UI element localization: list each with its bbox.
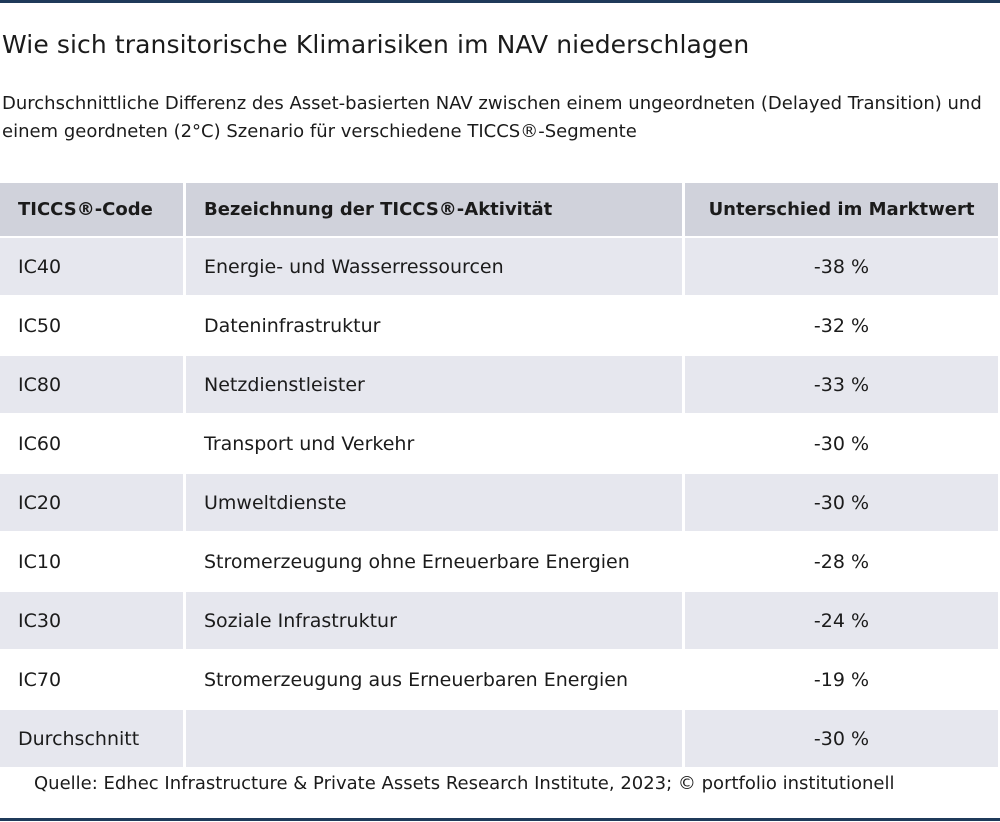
cell-market-value-diff: -19 % [685,651,998,710]
cell-code: Durchschnitt [0,710,186,769]
cell-activity: Stromerzeugung aus Erneuerbaren Energien [186,651,685,710]
cell-code: IC70 [0,651,186,710]
header-market-value-diff: Unterschied im Marktwert [685,183,998,238]
cell-code: IC10 [0,533,186,592]
cell-activity: Umweltdienste [186,474,685,533]
top-rule [0,0,1000,3]
header-code: TICCS®-Code [0,183,186,238]
cell-activity: Stromerzeugung ohne Erneuerbare Energien [186,533,685,592]
table-row: Durchschnitt -30 % [0,710,998,769]
data-table: TICCS®-Code Bezeichnung der TICCS®-Aktiv… [0,183,998,769]
chart-title: Wie sich transitorische Klimarisiken im … [2,30,750,59]
table-row: IC50 Dateninfrastruktur -32 % [0,297,998,356]
cell-activity: Netzdienstleister [186,356,685,415]
cell-market-value-diff: -30 % [685,415,998,474]
cell-market-value-diff: -30 % [685,474,998,533]
cell-market-value-diff: -24 % [685,592,998,651]
table-row: IC10 Stromerzeugung ohne Erneuerbare Ener… [0,533,998,592]
cell-code: IC50 [0,297,186,356]
table-row: IC70 Stromerzeugung aus Erneuerbaren Ener… [0,651,998,710]
cell-activity [186,710,685,769]
cell-activity: Soziale Infrastruktur [186,592,685,651]
cell-market-value-diff: -32 % [685,297,998,356]
cell-market-value-diff: -30 % [685,710,998,769]
table-row: IC20 Umweltdienste -30 % [0,474,998,533]
cell-market-value-diff: -33 % [685,356,998,415]
table-row: IC60 Transport und Verkehr -30 % [0,415,998,474]
cell-activity: Transport und Verkehr [186,415,685,474]
header-activity: Bezeichnung der TICCS®-Aktivität [186,183,685,238]
cell-activity: Energie- und Wasserressourcen [186,238,685,297]
cell-code: IC60 [0,415,186,474]
cell-code: IC30 [0,592,186,651]
source-note: Quelle: Edhec Infrastructure & Private A… [34,773,895,794]
cell-code: IC80 [0,356,186,415]
cell-market-value-diff: -28 % [685,533,998,592]
table-row: IC80 Netzdienstleister -33 % [0,356,998,415]
cell-code: IC40 [0,238,186,297]
cell-code: IC20 [0,474,186,533]
chart-subtitle: Durchschnittliche Differenz des Asset-ba… [2,93,982,142]
bottom-rule [0,818,1000,821]
table-body: IC40 Energie- und Wasserressourcen -38 % IC… [0,238,998,769]
table-row: IC40 Energie- und Wasserressourcen -38 % [0,238,998,297]
cell-activity: Dateninfrastruktur [186,297,685,356]
table-row: IC30 Soziale Infrastruktur -24 % [0,592,998,651]
table-header-row: TICCS®-Code Bezeichnung der TICCS®-Aktiv… [0,183,998,238]
cell-market-value-diff: -38 % [685,238,998,297]
